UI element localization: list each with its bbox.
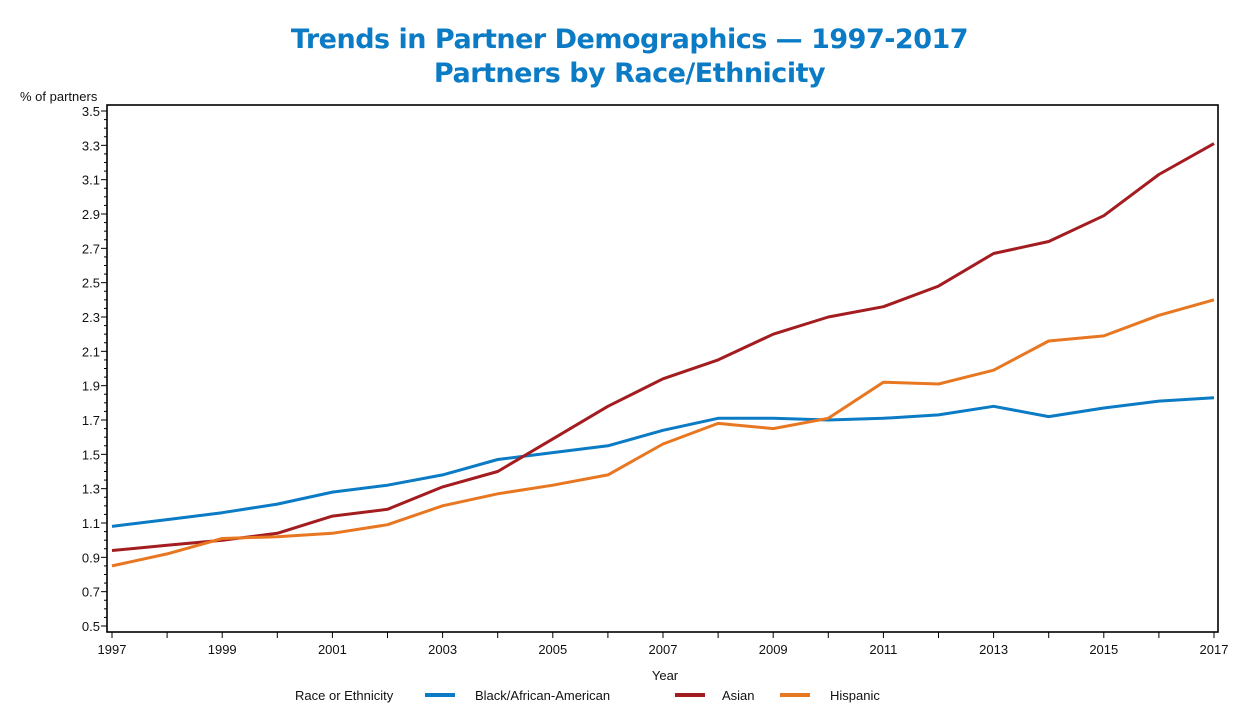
- y-tick-label: 1.3: [82, 482, 100, 497]
- x-tick-label: 2005: [538, 642, 567, 657]
- x-tick-label: 2013: [979, 642, 1008, 657]
- x-tick-label: 2011: [869, 642, 897, 657]
- legend-label-black-african-american: Black/African-American: [475, 688, 610, 703]
- x-tick-label: 1997: [98, 642, 127, 657]
- y-tick-label: 1.5: [82, 447, 100, 462]
- legend-title: Race or Ethnicity: [295, 688, 394, 703]
- y-tick-label: 1.1: [82, 516, 100, 531]
- x-axis-label: Year: [652, 668, 679, 683]
- x-tick-label: 1999: [208, 642, 237, 657]
- y-tick-label: 0.7: [82, 585, 100, 600]
- x-tick-label: 2007: [649, 642, 678, 657]
- series-line-asian: [111, 142, 1215, 552]
- legend-label-hispanic: Hispanic: [830, 688, 880, 703]
- x-tick-label: 2001: [318, 642, 347, 657]
- legend: Race or Ethnicity Black/African-American…: [295, 688, 880, 703]
- series-line-hispanic: [111, 298, 1215, 568]
- y-tick-label: 2.5: [82, 276, 100, 291]
- y-tick-label: 2.1: [82, 344, 100, 359]
- y-tick-label: 1.7: [82, 413, 100, 428]
- y-tick-label: 3.3: [82, 138, 100, 153]
- x-tick-label: 2003: [428, 642, 457, 657]
- plot-frame: [106, 104, 1219, 633]
- x-tick-label: 2017: [1200, 642, 1229, 657]
- x-axis: 1997 1999 2001 2003 2005 2007 2009 2011 2013 2015…: [98, 632, 1229, 657]
- legend-label-asian: Asian: [722, 688, 755, 703]
- chart-title: Trends in Partner Demographics — 1997-20…: [290, 24, 969, 55]
- series-lines: [111, 142, 1215, 568]
- x-tick-label: 2009: [759, 642, 788, 657]
- y-tick-label: 3.5: [82, 104, 100, 119]
- y-tick-label: 2.9: [82, 207, 100, 222]
- y-tick-label: 2.7: [82, 241, 100, 256]
- y-tick-label: 0.5: [82, 619, 100, 634]
- y-tick-label: 3.1: [82, 173, 100, 188]
- chart-subtitle: Partners by Race/Ethnicity: [433, 58, 826, 89]
- y-tick-label: 1.9: [82, 379, 100, 394]
- series-line-black-african-american: [111, 396, 1215, 528]
- y-axis: 0.5 0.7 0.9 1.1 1.3 1.5 1.7 1.9 2.1 2.3 2.5 2.7 2.9 3…: [82, 104, 107, 634]
- y-tick-label: 0.9: [82, 550, 100, 565]
- y-axis-label: % of partners: [20, 89, 98, 104]
- x-tick-label: 2015: [1089, 642, 1118, 657]
- y-tick-label: 2.3: [82, 310, 100, 325]
